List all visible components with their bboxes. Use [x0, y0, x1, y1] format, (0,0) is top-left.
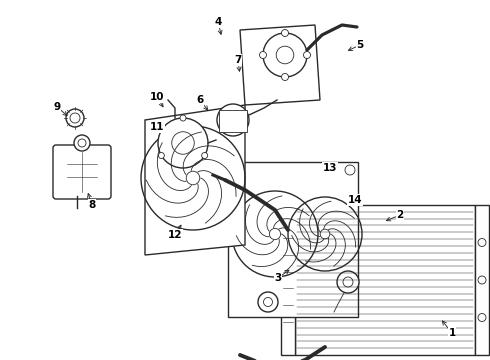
Circle shape — [478, 239, 486, 247]
Circle shape — [172, 132, 194, 154]
Text: 14: 14 — [348, 195, 362, 205]
Circle shape — [158, 118, 208, 168]
Text: 1: 1 — [448, 328, 456, 338]
Circle shape — [343, 277, 353, 287]
Circle shape — [337, 271, 359, 293]
Circle shape — [320, 229, 330, 239]
Circle shape — [74, 135, 90, 151]
Circle shape — [478, 276, 486, 284]
Text: 7: 7 — [234, 55, 242, 65]
Circle shape — [264, 297, 272, 306]
Bar — [295, 205, 475, 355]
Text: 6: 6 — [196, 95, 204, 105]
Bar — [228, 162, 358, 317]
Bar — [281, 205, 295, 355]
Circle shape — [281, 30, 289, 36]
Polygon shape — [145, 105, 245, 255]
Circle shape — [260, 51, 267, 59]
Circle shape — [276, 46, 294, 64]
Circle shape — [478, 314, 486, 321]
Circle shape — [263, 33, 307, 77]
Bar — [219, 110, 247, 132]
Text: 5: 5 — [356, 40, 364, 50]
Circle shape — [158, 153, 164, 158]
Circle shape — [186, 171, 200, 185]
Circle shape — [78, 139, 86, 147]
Circle shape — [217, 104, 249, 136]
Text: 3: 3 — [274, 273, 282, 283]
Text: 8: 8 — [88, 200, 96, 210]
Bar — [475, 205, 489, 355]
Circle shape — [303, 51, 311, 59]
Text: 13: 13 — [323, 163, 337, 173]
FancyBboxPatch shape — [53, 145, 111, 199]
Circle shape — [70, 113, 80, 123]
Circle shape — [180, 115, 186, 121]
Text: 4: 4 — [214, 17, 221, 27]
Text: 12: 12 — [168, 230, 182, 240]
Text: 9: 9 — [53, 102, 61, 112]
Circle shape — [345, 165, 355, 175]
Circle shape — [258, 292, 278, 312]
Text: 2: 2 — [396, 210, 404, 220]
Circle shape — [202, 153, 208, 158]
Text: 11: 11 — [150, 122, 164, 132]
Circle shape — [225, 112, 241, 128]
Circle shape — [281, 73, 289, 81]
Text: 10: 10 — [150, 92, 164, 102]
Circle shape — [270, 228, 281, 240]
Circle shape — [66, 109, 84, 127]
